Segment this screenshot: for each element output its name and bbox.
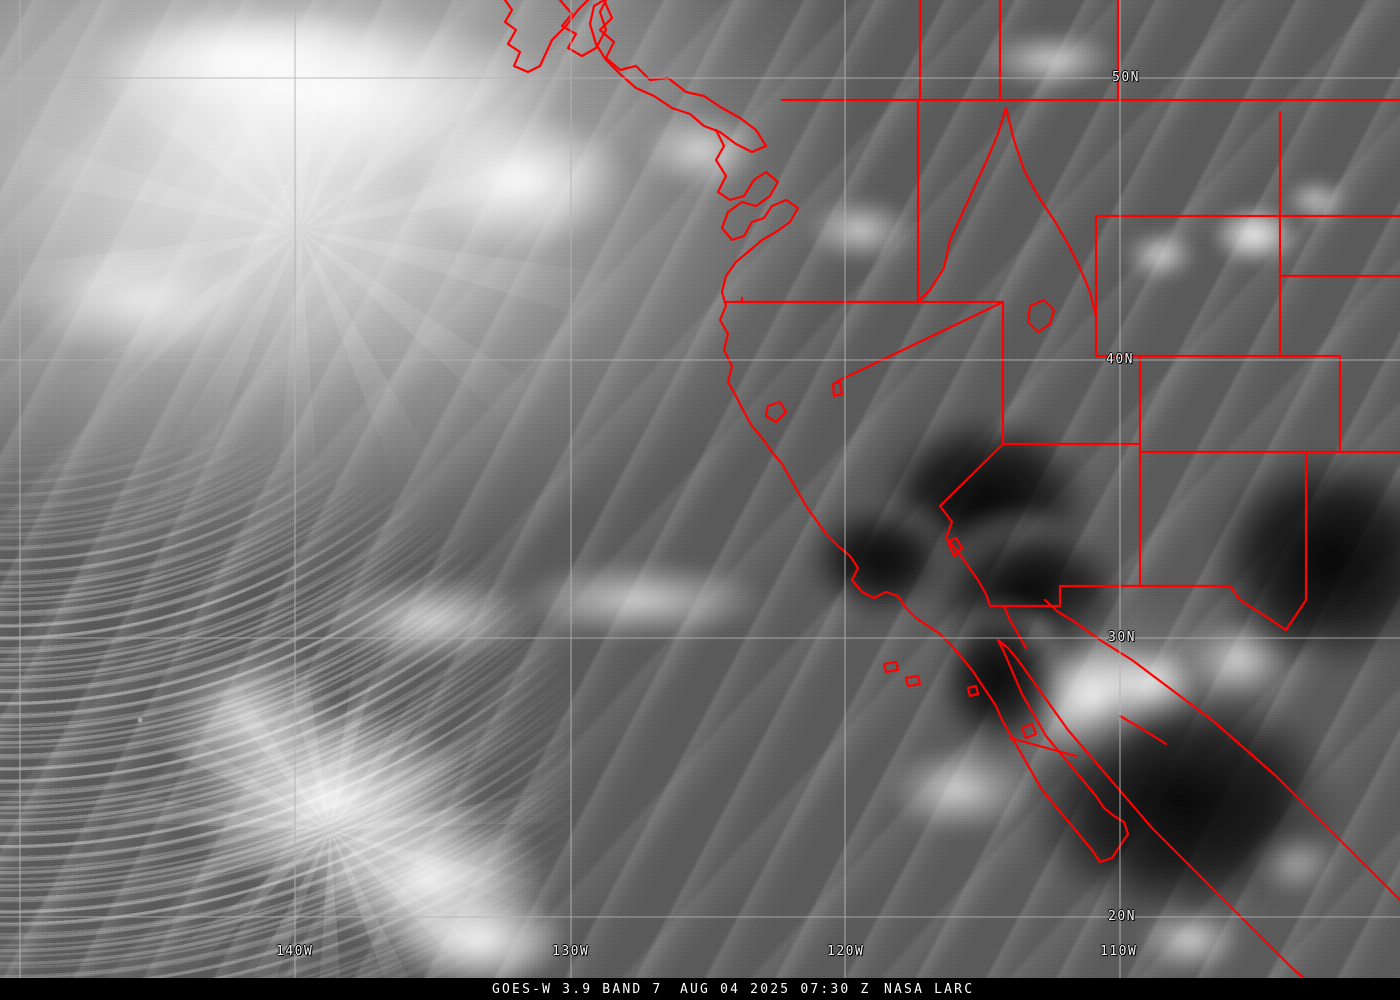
border-us-mexico-arizona	[1002, 584, 1142, 608]
salton-sea	[946, 536, 964, 558]
graticule-label-20n: 20N	[1108, 909, 1136, 924]
coastline-baja-cape	[996, 638, 1130, 864]
island-santa-catalina	[904, 674, 922, 688]
island-channel-islands	[882, 660, 900, 674]
border-nevada-arizona	[938, 442, 1005, 508]
coastline-baja-west	[986, 692, 1102, 864]
coastline-north-america	[503, 0, 590, 74]
caption-source: NASA LARC	[884, 981, 975, 997]
border-oregon-idaho	[916, 106, 1008, 304]
graticule-label-40n: 40N	[1106, 352, 1134, 367]
graticule-label-30n: 30N	[1108, 630, 1136, 645]
graticule-label-140w: 140W	[276, 944, 314, 959]
island-guadalupe	[966, 684, 980, 698]
coastline-gulf-of-california-east	[996, 638, 1308, 982]
coastline-washington-oregon	[718, 290, 852, 558]
island-cedros	[1020, 722, 1038, 740]
border-sonora-sinaloa	[1118, 714, 1168, 746]
graticule-label-110w: 110W	[1100, 944, 1138, 959]
caption-bar: GOES-W 3.9 BAND 7 AUG 04 2025 07:30 Z NA…	[0, 978, 1400, 1000]
graticule-label-130w: 130W	[552, 944, 590, 959]
coastline-vancouver-island	[588, 0, 768, 154]
graticule-label-120w: 120W	[827, 944, 865, 959]
coastline-puget-sound-olympic	[714, 128, 800, 294]
border-idaho-montana	[1004, 106, 1098, 318]
border-us-mexico-newmexico-texas	[1138, 584, 1308, 632]
caption-sensor-label: GOES-W 3.9 BAND 7	[492, 981, 663, 997]
great-salt-lake	[1026, 298, 1056, 334]
coastline-queen-charlotte	[558, 0, 608, 58]
border-nevada-california-diagonal	[834, 300, 1005, 384]
graticule-label-50n: 50N	[1112, 70, 1140, 85]
coastline-california	[848, 554, 990, 696]
lake-tahoe	[831, 380, 844, 398]
island-san-francisco-bay	[764, 400, 788, 424]
border-baja-norte-sur	[1008, 736, 1078, 758]
border-california-arizona	[938, 504, 992, 608]
caption-timestamp: AUG 04 2025 07:30 Z	[680, 981, 871, 997]
border-mexico-sonora-baja	[1002, 604, 1028, 650]
